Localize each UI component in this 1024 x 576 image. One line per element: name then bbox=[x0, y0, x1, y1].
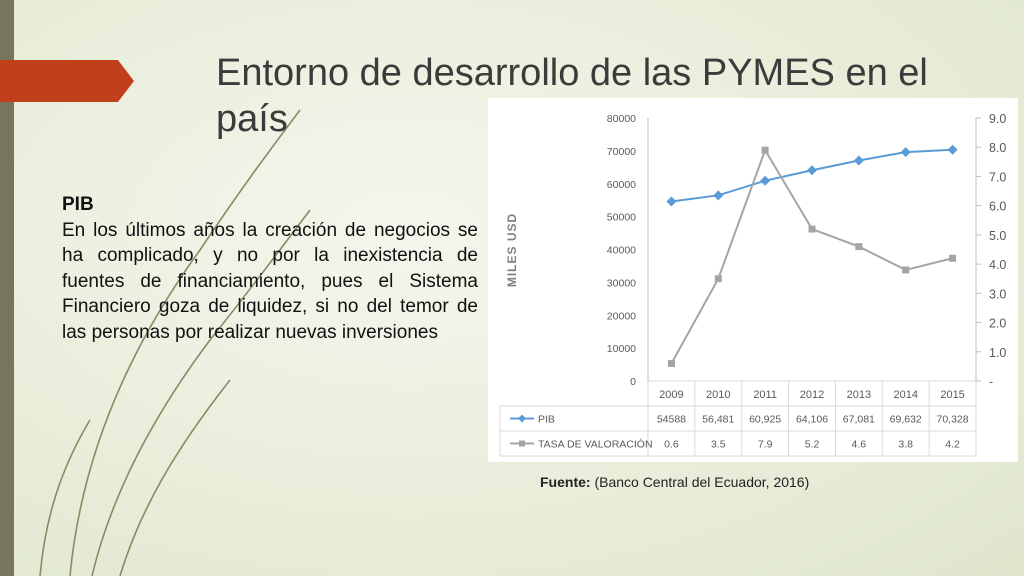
x-category-label: 2013 bbox=[847, 389, 871, 401]
legend-marker-pib bbox=[518, 414, 526, 423]
source-label: Fuente: bbox=[540, 474, 591, 490]
y-left-tick-label: 80000 bbox=[607, 113, 636, 125]
y-right-tick-label: - bbox=[989, 375, 993, 389]
x-category-label: 2014 bbox=[893, 389, 917, 401]
series-line-pib bbox=[671, 148, 953, 203]
chart-panel: 0 10000 20000 30000 40000 50000 60000 70000 8000… bbox=[488, 98, 1018, 462]
y-right-tick-label: 7.0 bbox=[989, 170, 1006, 184]
pib-point bbox=[807, 165, 817, 176]
tasa-point bbox=[761, 146, 769, 154]
x-category-label: 2015 bbox=[940, 389, 964, 401]
table-value-label: 7.9 bbox=[758, 439, 773, 451]
y-left-tick-label: 20000 bbox=[607, 310, 636, 322]
table-value-label: 5.2 bbox=[805, 439, 820, 451]
text-heading: PIB bbox=[62, 194, 94, 215]
pib-point bbox=[900, 147, 911, 158]
source-note: Fuente: (Banco Central del Ecuador, 2016… bbox=[540, 474, 809, 490]
table-value-label: 4.2 bbox=[945, 439, 960, 451]
x-category-label: 2009 bbox=[659, 389, 683, 401]
tasa-point bbox=[949, 254, 957, 262]
x-category-label: 2012 bbox=[800, 389, 824, 401]
text-block: PIB En los últimos años la creación de n… bbox=[62, 192, 478, 345]
y-left-tick-label: 40000 bbox=[607, 245, 636, 257]
y-left-tick-label: 10000 bbox=[607, 343, 636, 355]
y-left-tick-label: 60000 bbox=[607, 179, 636, 191]
y-right-tick-label: 6.0 bbox=[989, 200, 1006, 214]
tasa-point bbox=[855, 243, 863, 251]
text-body: En los últimos años la creación de negoc… bbox=[62, 219, 478, 343]
pib-point bbox=[666, 196, 677, 207]
legend-label: TASA DE VALORACIÓN bbox=[538, 438, 653, 451]
table-value-label: 54588 bbox=[657, 414, 686, 426]
table-value-label: 3.8 bbox=[898, 439, 913, 451]
legend-marker-tasa bbox=[519, 440, 525, 447]
table-value-label: 60,925 bbox=[749, 414, 781, 426]
table-value-label: 64,106 bbox=[796, 414, 828, 426]
y-right-tick-label: 8.0 bbox=[989, 141, 1006, 155]
y-right-tick-label: 1.0 bbox=[989, 346, 1006, 360]
table-value-label: 70,328 bbox=[937, 414, 969, 426]
pib-point bbox=[947, 144, 958, 155]
table-value-label: 69,632 bbox=[890, 414, 922, 426]
table-value-label: 67,081 bbox=[843, 414, 875, 426]
pib-point bbox=[713, 190, 724, 201]
tasa-point bbox=[808, 225, 816, 233]
slide-title: Entorno de desarrollo de las PYMES en el… bbox=[216, 52, 928, 140]
y-right-tick-label: 5.0 bbox=[989, 229, 1006, 243]
tasa-point bbox=[667, 359, 675, 367]
y-right-tick-label: 2.0 bbox=[989, 317, 1006, 331]
series-line-tasa bbox=[670, 147, 953, 364]
y-left-tick-label: 50000 bbox=[607, 212, 636, 224]
x-category-label: 2010 bbox=[706, 389, 730, 401]
legend-label: PIB bbox=[538, 414, 555, 426]
table-value-label: 0.6 bbox=[664, 439, 679, 451]
y-left-tick-label: 0 bbox=[630, 376, 636, 388]
line-chart: 0 10000 20000 30000 40000 50000 60000 70000 8000… bbox=[499, 112, 1006, 457]
left-accent-bar bbox=[0, 0, 14, 576]
tasa-point bbox=[714, 275, 722, 283]
pib-point bbox=[760, 175, 771, 186]
pib-point bbox=[853, 155, 864, 166]
y-left-tick-label: 30000 bbox=[607, 277, 636, 289]
tasa-point bbox=[902, 266, 910, 274]
table-value-label: 4.6 bbox=[852, 439, 867, 451]
source-text: (Banco Central del Ecuador, 2016) bbox=[594, 474, 810, 490]
table-value-label: 56,481 bbox=[702, 414, 734, 426]
y-right-tick-label: 3.0 bbox=[989, 287, 1006, 301]
x-category-label: 2011 bbox=[753, 389, 777, 401]
y-right-tick-label: 9.0 bbox=[989, 112, 1006, 126]
y-axis-label: MILES USD bbox=[505, 213, 519, 287]
red-accent-tab bbox=[0, 60, 134, 102]
table-value-label: 3.5 bbox=[711, 439, 726, 451]
y-left-tick-label: 70000 bbox=[607, 146, 636, 158]
y-right-tick-label: 4.0 bbox=[989, 258, 1006, 272]
